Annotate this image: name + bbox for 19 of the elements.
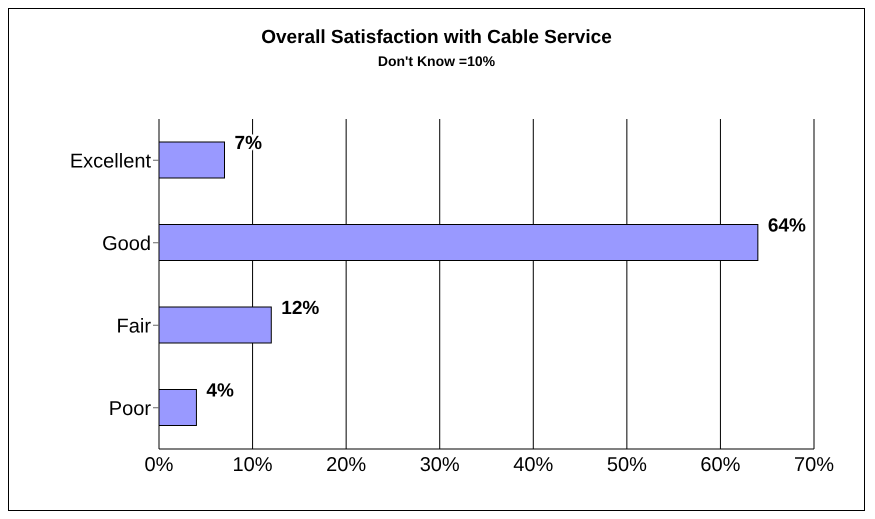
bar: [159, 389, 197, 426]
chart-title: Overall Satisfaction with Cable Service: [260, 27, 613, 49]
data-label: 4%: [206, 380, 234, 402]
x-tick-label: 50%: [606, 454, 648, 476]
x-tick-label: 0%: [144, 454, 174, 476]
data-label: 64%: [768, 216, 806, 237]
x-tick-label: 60%: [700, 454, 741, 476]
bar: [159, 142, 225, 178]
x-tick-label: 20%: [326, 454, 366, 476]
y-tick-label: Fair: [116, 315, 152, 338]
x-tick-label: 30%: [420, 454, 460, 476]
x-tick-label: 70%: [794, 454, 834, 476]
chart-subtitle: Don't Know =10%: [376, 53, 496, 69]
x-tick-label: 10%: [232, 454, 273, 476]
y-tick-label: Poor: [108, 398, 152, 420]
y-tick-label: Excellent: [70, 150, 152, 172]
data-label: 12%: [281, 298, 320, 320]
x-tick-label: 40%: [513, 454, 554, 476]
y-tick-label: Good: [102, 232, 151, 255]
